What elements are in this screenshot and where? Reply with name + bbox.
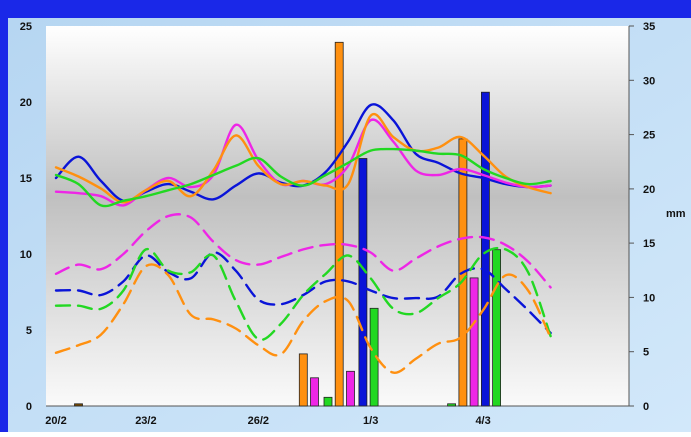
bar-2 [310, 377, 319, 407]
right-tick-label: 20 [643, 184, 655, 196]
x-tick-label: 26/2 [248, 415, 269, 427]
bar-6 [358, 158, 368, 407]
bar-12 [492, 249, 502, 407]
x-tick-label: 1/3 [363, 415, 378, 427]
left-tick-label: 5 [26, 325, 32, 337]
bar-5 [346, 370, 355, 407]
bar-4 [334, 41, 344, 407]
dashed-series-6 [54, 246, 552, 342]
right-tick-label: 30 [643, 75, 655, 87]
right-tick-label: 10 [643, 292, 655, 304]
bar-10 [469, 277, 479, 407]
bar-8 [447, 403, 457, 407]
right-tick-label: 35 [643, 21, 655, 33]
dashed-series-4 [54, 213, 552, 289]
right-axis-ticks: 0 5 10 15 20 25 30 35 [629, 21, 655, 413]
x-tick-label: 4/3 [475, 415, 490, 427]
x-axis-ticks: 20/2 23/2 26/2 1/3 4/3 [45, 415, 490, 427]
solid-series-2 [54, 112, 552, 204]
bar-0 [74, 403, 83, 407]
left-tick-label: 20 [20, 97, 32, 109]
dashed-series-7 [54, 263, 552, 374]
right-tick-label: 0 [643, 401, 649, 413]
bar-1 [298, 353, 308, 407]
x-tick-label: 23/2 [135, 415, 156, 427]
bar-7 [369, 307, 379, 407]
bar-11 [480, 91, 490, 407]
right-tick-label: 25 [643, 130, 655, 142]
lines-layer [54, 103, 552, 374]
dashed-series-5 [54, 251, 552, 335]
x-tick-label: 20/2 [45, 415, 66, 427]
right-tick-label: 15 [643, 238, 655, 250]
left-tick-label: 10 [20, 249, 32, 261]
left-tick-label: 0 [26, 401, 32, 413]
solid-series-3 [54, 147, 552, 208]
right-axis-label: mm [666, 208, 686, 220]
left-axis-ticks: 0 5 10 15 20 25 [20, 21, 32, 413]
left-tick-label: 25 [20, 21, 32, 33]
right-tick-label: 5 [643, 347, 649, 359]
left-tick-label: 15 [20, 173, 32, 185]
bar-3 [323, 396, 333, 407]
